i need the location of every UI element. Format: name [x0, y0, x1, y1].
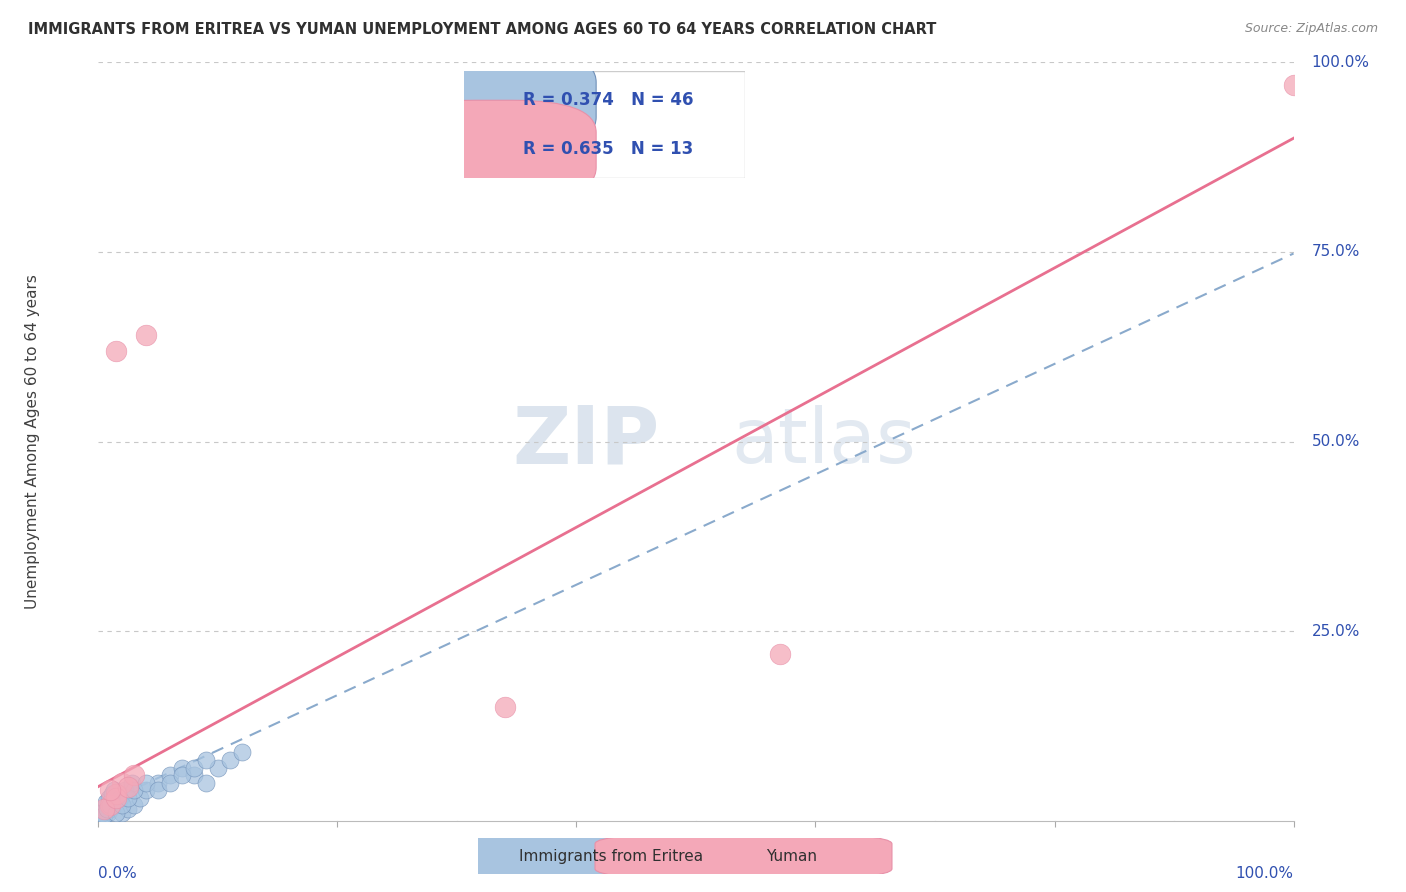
Point — [94, 795, 117, 809]
Point — [129, 791, 152, 805]
FancyBboxPatch shape — [595, 833, 891, 880]
Text: ZIP: ZIP — [513, 402, 661, 481]
Point — [98, 783, 122, 797]
Point — [172, 768, 194, 782]
Point — [183, 768, 205, 782]
Point — [87, 813, 110, 827]
Point — [91, 802, 114, 816]
Point — [135, 783, 157, 797]
Text: 75.0%: 75.0% — [1312, 244, 1360, 260]
Point — [98, 791, 121, 805]
Text: 100.0%: 100.0% — [1312, 55, 1369, 70]
Point — [124, 798, 146, 813]
Point — [90, 810, 112, 824]
Point — [124, 783, 146, 797]
Point — [207, 760, 229, 774]
Point — [97, 806, 120, 821]
Point — [101, 798, 124, 813]
Point — [108, 791, 131, 805]
Point — [105, 791, 128, 805]
Point — [135, 328, 157, 343]
Point — [98, 802, 122, 816]
Point — [148, 776, 170, 790]
FancyBboxPatch shape — [347, 833, 644, 880]
Point — [231, 746, 253, 760]
Point — [105, 806, 128, 821]
Point — [111, 776, 134, 790]
Point — [195, 776, 218, 790]
Point — [89, 810, 111, 824]
Point — [93, 810, 115, 824]
Text: 0.0%: 0.0% — [98, 866, 138, 881]
Text: IMMIGRANTS FROM ERITREA VS YUMAN UNEMPLOYMENT AMONG AGES 60 TO 64 YEARS CORRELAT: IMMIGRANTS FROM ERITREA VS YUMAN UNEMPLO… — [28, 22, 936, 37]
Point — [121, 776, 143, 790]
Point — [111, 798, 134, 813]
Point — [219, 753, 242, 767]
Point — [117, 780, 139, 794]
Point — [105, 343, 128, 358]
Point — [124, 768, 146, 782]
Point — [105, 795, 128, 809]
Point — [98, 798, 122, 813]
Point — [195, 753, 218, 767]
Point — [91, 806, 114, 821]
Point — [103, 783, 125, 797]
Point — [159, 776, 181, 790]
Point — [135, 776, 157, 790]
Text: Source: ZipAtlas.com: Source: ZipAtlas.com — [1244, 22, 1378, 36]
Text: R = 0.374   N = 46: R = 0.374 N = 46 — [523, 91, 693, 109]
Point — [98, 798, 122, 813]
Point — [93, 802, 115, 816]
Point — [769, 647, 792, 661]
Text: 50.0%: 50.0% — [1312, 434, 1360, 449]
Point — [93, 807, 115, 822]
Point — [111, 806, 134, 821]
Point — [1282, 78, 1305, 92]
Point — [91, 812, 114, 826]
Point — [105, 787, 128, 801]
FancyBboxPatch shape — [464, 71, 745, 178]
Point — [96, 802, 118, 816]
Point — [89, 811, 111, 825]
Point — [100, 787, 122, 801]
Point — [148, 783, 170, 797]
Point — [90, 806, 112, 821]
FancyBboxPatch shape — [391, 50, 596, 150]
Text: Yuman: Yuman — [766, 849, 817, 863]
Point — [494, 699, 516, 714]
Text: R = 0.635   N = 13: R = 0.635 N = 13 — [523, 141, 693, 159]
Point — [172, 760, 194, 774]
Text: Immigrants from Eritrea: Immigrants from Eritrea — [519, 849, 703, 863]
Text: 100.0%: 100.0% — [1236, 866, 1294, 881]
Text: 25.0%: 25.0% — [1312, 624, 1360, 639]
Point — [183, 760, 205, 774]
Point — [117, 802, 139, 816]
Text: atlas: atlas — [733, 405, 917, 478]
Point — [114, 783, 136, 797]
FancyBboxPatch shape — [391, 100, 596, 200]
Point — [117, 791, 139, 805]
Text: Unemployment Among Ages 60 to 64 years: Unemployment Among Ages 60 to 64 years — [25, 274, 41, 609]
Point — [159, 768, 181, 782]
